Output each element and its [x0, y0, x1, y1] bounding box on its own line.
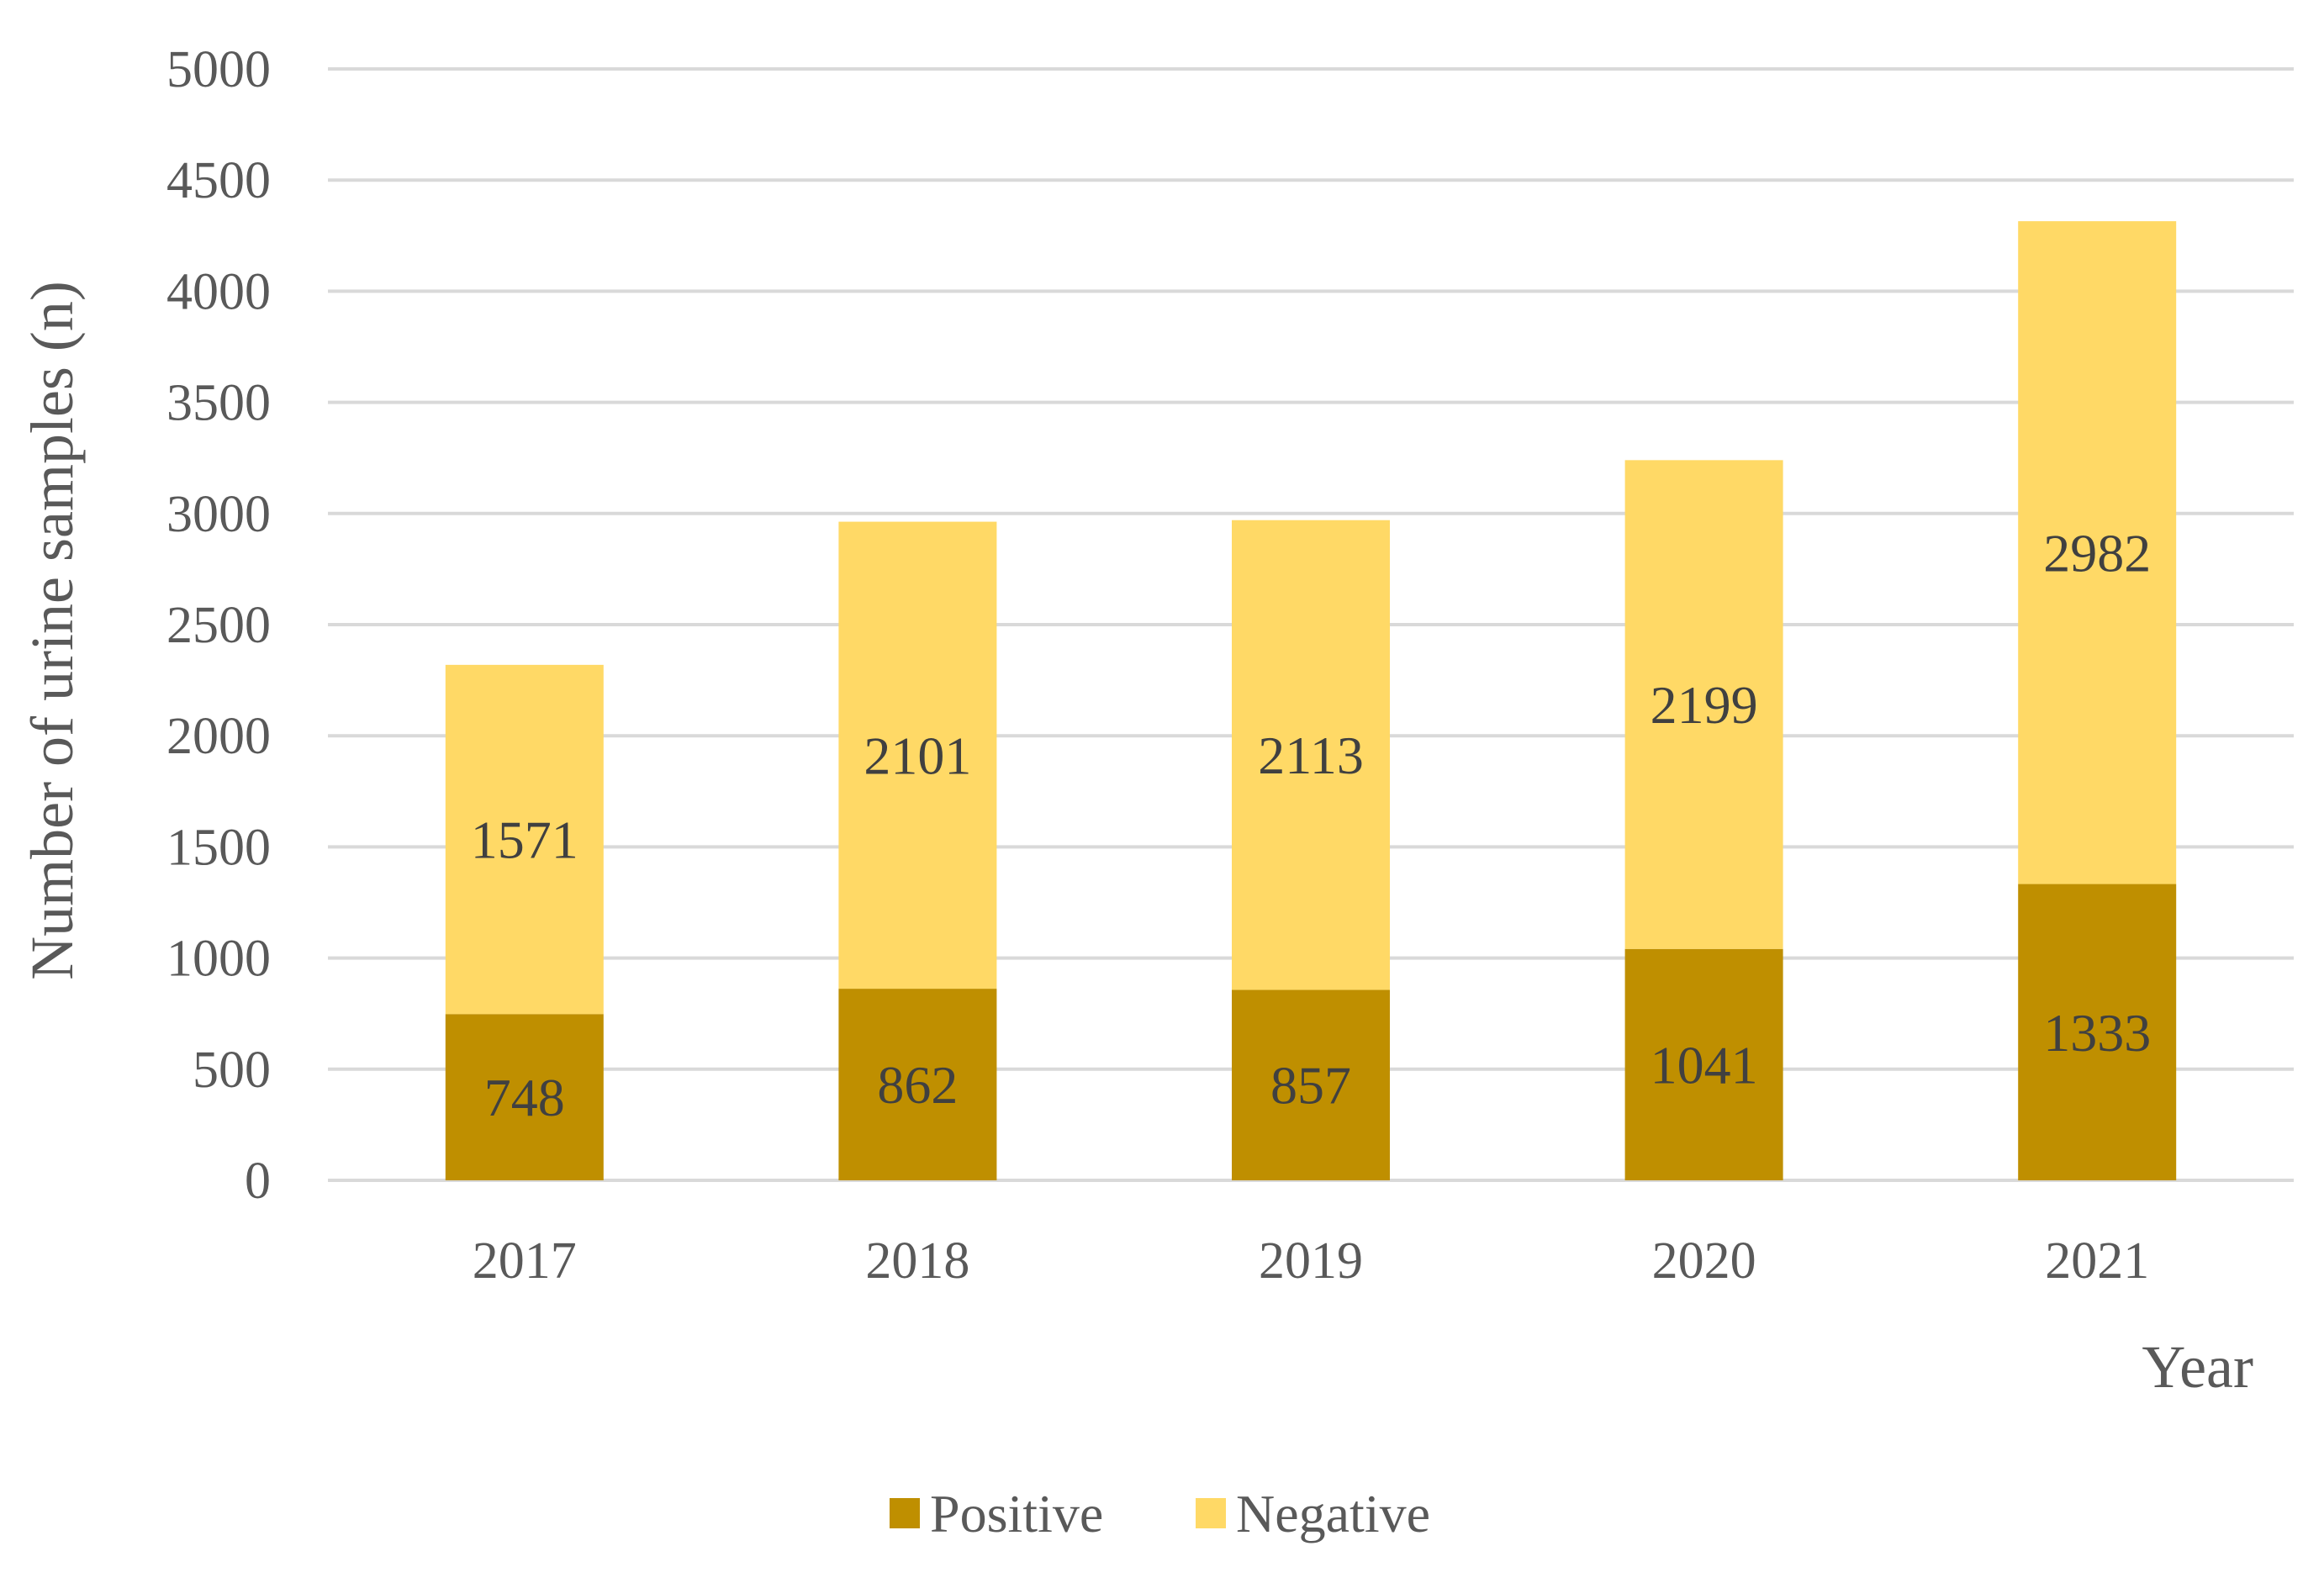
data-label-positive-2018: 862 — [877, 1055, 958, 1115]
y-tick-label: 3500 — [166, 375, 271, 432]
y-tick-label: 2500 — [166, 597, 271, 654]
y-tick-label: 5000 — [166, 41, 271, 98]
data-label-positive-2020: 1041 — [1651, 1035, 1758, 1095]
y-tick-label: 4000 — [166, 263, 271, 320]
data-label-negative-2020: 2199 — [1651, 675, 1758, 735]
y-axis-title: Number of urine samples (n) — [18, 281, 86, 980]
data-label-negative-2019: 2113 — [1258, 726, 1364, 785]
y-axis-ticks: 0 500 1000 1500 2000 2500 3000 3500 4000 4500 5000 — [166, 41, 271, 1210]
x-axis-ticks: 2017 2018 2019 2020 2021 — [473, 1232, 2149, 1290]
x-tick-label: 2019 — [1259, 1232, 1363, 1290]
x-axis-title: Year — [2142, 1333, 2253, 1401]
bar-negative-2017 — [445, 664, 604, 1015]
bar-negative-2020 — [1624, 460, 1783, 949]
data-label-positive-2017: 748 — [484, 1068, 565, 1127]
data-label-positive-2021: 1333 — [2043, 1003, 2151, 1063]
bar-negative-2018 — [838, 521, 997, 989]
bar-negative-2021 — [2018, 221, 2177, 884]
data-label-positive-2019: 857 — [1270, 1056, 1351, 1116]
data-label-negative-2021: 2982 — [2043, 523, 2151, 583]
x-tick-label: 2017 — [473, 1232, 577, 1290]
bar-negative-2019 — [1232, 520, 1390, 990]
legend-swatch-positive — [890, 1498, 920, 1528]
bar-positive-2018 — [838, 989, 997, 1180]
legend-label-positive: Positive — [930, 1484, 1103, 1543]
data-label-negative-2018: 2101 — [864, 726, 971, 785]
y-tick-label: 500 — [193, 1042, 271, 1099]
x-tick-label: 2018 — [865, 1232, 969, 1290]
bars — [445, 221, 2177, 1180]
legend: Positive Negative — [890, 1484, 1430, 1543]
x-tick-label: 2020 — [1652, 1232, 1756, 1290]
bar-positive-2019 — [1232, 989, 1390, 1180]
y-tick-label: 0 — [245, 1153, 271, 1210]
legend-label-negative: Negative — [1236, 1484, 1430, 1543]
y-tick-label: 1500 — [166, 819, 271, 876]
y-tick-label: 1000 — [166, 931, 271, 988]
y-tick-label: 2000 — [166, 708, 271, 765]
bar-positive-2017 — [445, 1014, 604, 1180]
bar-labels: 748 1571 862 2101 857 2113 1041 2199 1333 2982 — [471, 523, 2151, 1127]
bar-positive-2021 — [2018, 884, 2177, 1180]
data-label-negative-2017: 1571 — [471, 810, 578, 870]
y-tick-label: 3000 — [166, 486, 271, 543]
bar-positive-2020 — [1624, 948, 1783, 1180]
y-tick-label: 4500 — [166, 152, 271, 209]
x-tick-label: 2021 — [2045, 1232, 2149, 1290]
legend-swatch-negative — [1196, 1498, 1226, 1528]
